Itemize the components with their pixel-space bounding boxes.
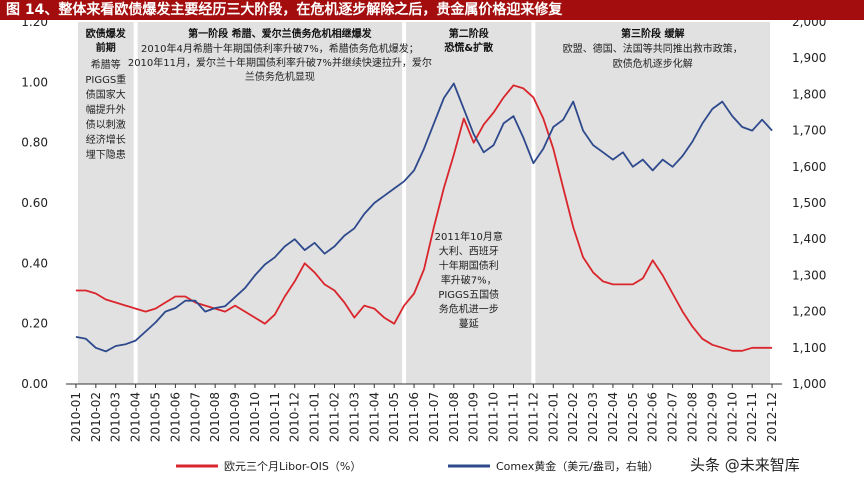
- y-left-tick-label: 1.00: [21, 75, 48, 89]
- phase-panel-2: [137, 22, 403, 384]
- x-tick-label: 2012-06: [646, 392, 660, 442]
- y-right-tick-label: 1,500: [792, 196, 826, 210]
- phase-2-line-5: 务危机进一步: [439, 303, 499, 316]
- x-axis-ticks: 2010-01 2010-02 2010-03 2010-04 2010-05 2010-…: [69, 384, 779, 442]
- phase-3-line-1: 欧债危机逐步化解: [613, 57, 693, 70]
- x-tick-label: 2012-12: [765, 392, 779, 442]
- x-tick-label: 2010-10: [248, 392, 262, 442]
- x-tick-label: 2011-08: [447, 392, 461, 442]
- y-left-tick-label: 0.20: [21, 317, 48, 331]
- x-tick-label: 2012-10: [725, 392, 739, 442]
- y-left-tick-label: 0.00: [21, 377, 48, 391]
- phase-2-line-1: 大利、西班牙: [439, 245, 499, 258]
- y-right-tick-label: 1,700: [792, 124, 826, 138]
- phase-1-title: 第一阶段 希腊、爱尔兰债务危机相继爆发: [188, 27, 372, 40]
- x-tick-label: 2010-04: [129, 392, 143, 442]
- x-tick-label: 2011-04: [367, 392, 381, 442]
- phase-0-line-0: 希腊等: [91, 58, 121, 71]
- y-left-tick-label: 0.40: [21, 256, 48, 270]
- y-right-tick-label: 1,200: [792, 305, 826, 319]
- phase-2-line-2: 十年期国债利: [439, 259, 499, 272]
- phase-1-line-1: 2010年11月，爱尔兰十年期国债利率升破7%并继续快速拉升，爱尔: [128, 56, 432, 69]
- y-left-tick-label: 0.60: [21, 196, 48, 210]
- y-right-tick-label: 1,400: [792, 232, 826, 246]
- y-left-tick-label: 0.80: [21, 136, 48, 150]
- x-tick-label: 2010-02: [89, 392, 103, 442]
- x-tick-label: 2011-12: [526, 392, 540, 442]
- series-line-gold: [75, 82, 773, 353]
- y-right-tick-label: 1,900: [792, 51, 826, 65]
- x-tick-label: 2011-07: [427, 392, 441, 442]
- x-tick-label: 2011-03: [347, 392, 361, 442]
- phase-0-title-2: 前期: [96, 41, 116, 54]
- x-tick-label: 2012-05: [626, 392, 640, 442]
- x-tick-label: 2011-06: [407, 392, 421, 442]
- phase-0-line-5: 经济增长: [86, 133, 126, 146]
- phase-2-title: 第二阶段: [449, 27, 489, 40]
- phase-0-title: 欧债爆发: [86, 27, 127, 40]
- phase-2-line-4: PIGGS五国债: [438, 288, 499, 301]
- x-tick-label: 2011-09: [467, 392, 481, 442]
- x-tick-label: 2012-08: [686, 392, 700, 442]
- phase-backgrounds: [77, 22, 771, 384]
- series-lines: [75, 82, 773, 353]
- x-tick-label: 2010-03: [109, 392, 123, 442]
- x-tick-label: 2012-02: [566, 392, 580, 442]
- figure-title: 图 14、整体来看欧债爆发主要经历三大阶段，在危机逐步解除之后，贵金属价格迎来修…: [0, 0, 864, 20]
- right-axis-ticks: 1,000 1,100 1,200 1,300 1,400 1,500 1,600 1,700…: [792, 15, 826, 391]
- x-tick-label: 2011-10: [487, 392, 501, 442]
- phase-3-line-0: 欧盟、德国、法国等共同推出救市政策，: [563, 42, 743, 55]
- phase-1-line-2: 兰债务危机显现: [245, 70, 315, 83]
- x-tick-label: 2012-11: [745, 392, 759, 442]
- phase-0-line-4: 债以刺激: [86, 118, 126, 131]
- phase-0-line-6: 埋下隐患: [86, 149, 126, 161]
- left-axis-ticks: 0.000.200.400.600.801.001.20: [21, 15, 48, 391]
- phase-2-line-6: 蔓延: [459, 317, 479, 330]
- phase-0-line-1: PIGGS重: [85, 73, 126, 86]
- legend-label-gold: Comex黄金（美元/盎司，右轴）: [496, 459, 659, 473]
- phase-1-line-0: 2010年4月希腊十年期国债利率升破7%，希腊债务危机爆发；: [141, 42, 419, 55]
- x-tick-label: 2012-03: [586, 392, 600, 442]
- x-tick-label: 2010-12: [288, 392, 302, 442]
- phase-panel-1: [77, 22, 134, 384]
- x-tick-label: 2010-06: [168, 392, 182, 442]
- x-tick-label: 2010-08: [208, 392, 222, 442]
- x-tick-label: 2010-07: [188, 392, 202, 442]
- phase-2-line-0: 2011年10月意: [435, 230, 503, 243]
- legend: 欧元三个月Libor-OIS（%） Comex黄金（美元/盎司，右轴）: [176, 459, 659, 473]
- x-tick-label: 2012-09: [705, 392, 719, 442]
- x-tick-label: 2010-11: [268, 392, 282, 442]
- phase-0-line-2: 债国家大: [86, 88, 126, 101]
- x-tick-label: 2010-05: [149, 392, 163, 442]
- y-right-tick-label: 1,100: [792, 341, 826, 355]
- phase-0-line-3: 幅提升外: [86, 103, 126, 116]
- watermark: 头条 @未来智库: [690, 456, 800, 474]
- y-right-tick-label: 1,000: [792, 377, 826, 391]
- phase-panel-4: [535, 22, 771, 384]
- phase-2-title-2: 恐慌&扩散: [444, 41, 494, 54]
- x-tick-label: 2012-04: [606, 392, 620, 442]
- x-tick-label: 2011-02: [328, 392, 342, 442]
- x-tick-label: 2012-07: [666, 392, 680, 442]
- y-right-tick-label: 1,300: [792, 268, 826, 282]
- x-tick-label: 2012-01: [546, 392, 560, 442]
- x-tick-label: 2011-05: [387, 392, 401, 442]
- legend-label-libor: 欧元三个月Libor-OIS（%）: [224, 460, 361, 473]
- phase-panel-3: [406, 22, 532, 384]
- x-tick-label: 2011-11: [507, 392, 521, 442]
- x-tick-label: 2010-01: [69, 392, 83, 442]
- y-right-tick-label: 1,800: [792, 87, 826, 101]
- y-right-tick-label: 1,600: [792, 160, 826, 174]
- phase-3-title: 第三阶段 缓解: [621, 27, 684, 40]
- x-tick-label: 2010-09: [228, 392, 242, 442]
- phase-2-line-3: 率升破7%，: [441, 274, 497, 287]
- x-tick-label: 2011-01: [308, 392, 322, 442]
